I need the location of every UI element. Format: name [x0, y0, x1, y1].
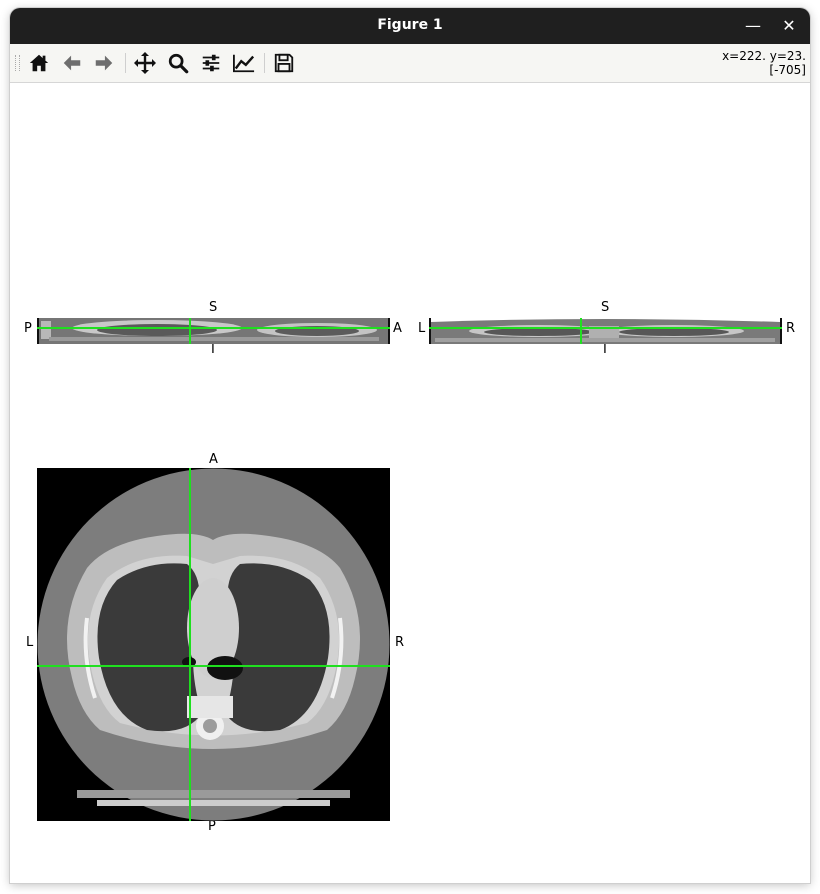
axial-label-bottom: P	[208, 819, 216, 834]
title-bar[interactable]: Figure 1 — ✕	[10, 8, 810, 44]
configure-subplots-icon	[202, 54, 220, 72]
coronal-label-bottom: I	[603, 342, 607, 357]
pan-button[interactable]	[131, 50, 159, 76]
sagittal-label-top: S	[209, 300, 218, 315]
zoom-magnifier-icon	[168, 53, 189, 74]
sagittal-label-right: A	[393, 321, 402, 336]
cursor-coordinates-readout: x=222. y=23. [-705]	[722, 49, 806, 77]
coronal-slice	[429, 318, 782, 344]
axial-slice	[37, 468, 390, 821]
sagittal-slice	[37, 318, 390, 344]
axial-label-left: L	[26, 635, 34, 650]
home-icon	[29, 54, 49, 72]
sagittal-label-bottom: I	[211, 342, 215, 357]
home-button[interactable]	[25, 50, 53, 76]
edit-axis-button[interactable]	[230, 50, 258, 76]
forward-arrow-icon	[95, 55, 113, 71]
minimize-icon: —	[745, 16, 761, 35]
back-arrow-icon	[63, 55, 81, 71]
toolbar-separator	[264, 53, 265, 73]
navigation-toolbar: x=222. y=23. [-705]	[10, 44, 810, 83]
back-button[interactable]	[58, 50, 86, 76]
pan-move-icon	[134, 52, 156, 74]
toolbar-grip[interactable]	[15, 55, 20, 71]
pixel-value: [-705]	[769, 63, 806, 77]
sagittal-label-left: P	[24, 321, 32, 336]
window-title: Figure 1	[377, 17, 443, 33]
axial-view-image[interactable]	[37, 468, 390, 821]
save-button[interactable]	[270, 50, 298, 76]
zoom-button[interactable]	[164, 50, 192, 76]
minimize-button[interactable]: —	[741, 14, 765, 38]
coronal-label-right: R	[786, 321, 796, 336]
coronal-label-top: S	[601, 300, 610, 315]
figure-canvas[interactable]: S P A I S L R I	[10, 83, 810, 883]
axial-label-right: R	[395, 635, 405, 650]
axial-label-top: A	[209, 452, 218, 467]
close-icon: ✕	[782, 16, 796, 35]
coordinates-xy: x=222. y=23.	[722, 49, 806, 63]
close-button[interactable]: ✕	[777, 14, 801, 38]
coronal-view-image[interactable]	[429, 318, 782, 344]
edit-axis-curve-icon	[233, 54, 255, 73]
figure-window: Figure 1 — ✕	[10, 8, 810, 883]
toolbar-separator	[125, 53, 126, 73]
save-floppy-icon	[274, 53, 294, 73]
sagittal-view-image[interactable]	[37, 318, 390, 344]
coronal-label-left: L	[418, 321, 426, 336]
forward-button[interactable]	[90, 50, 118, 76]
configure-subplots-button[interactable]	[197, 50, 225, 76]
